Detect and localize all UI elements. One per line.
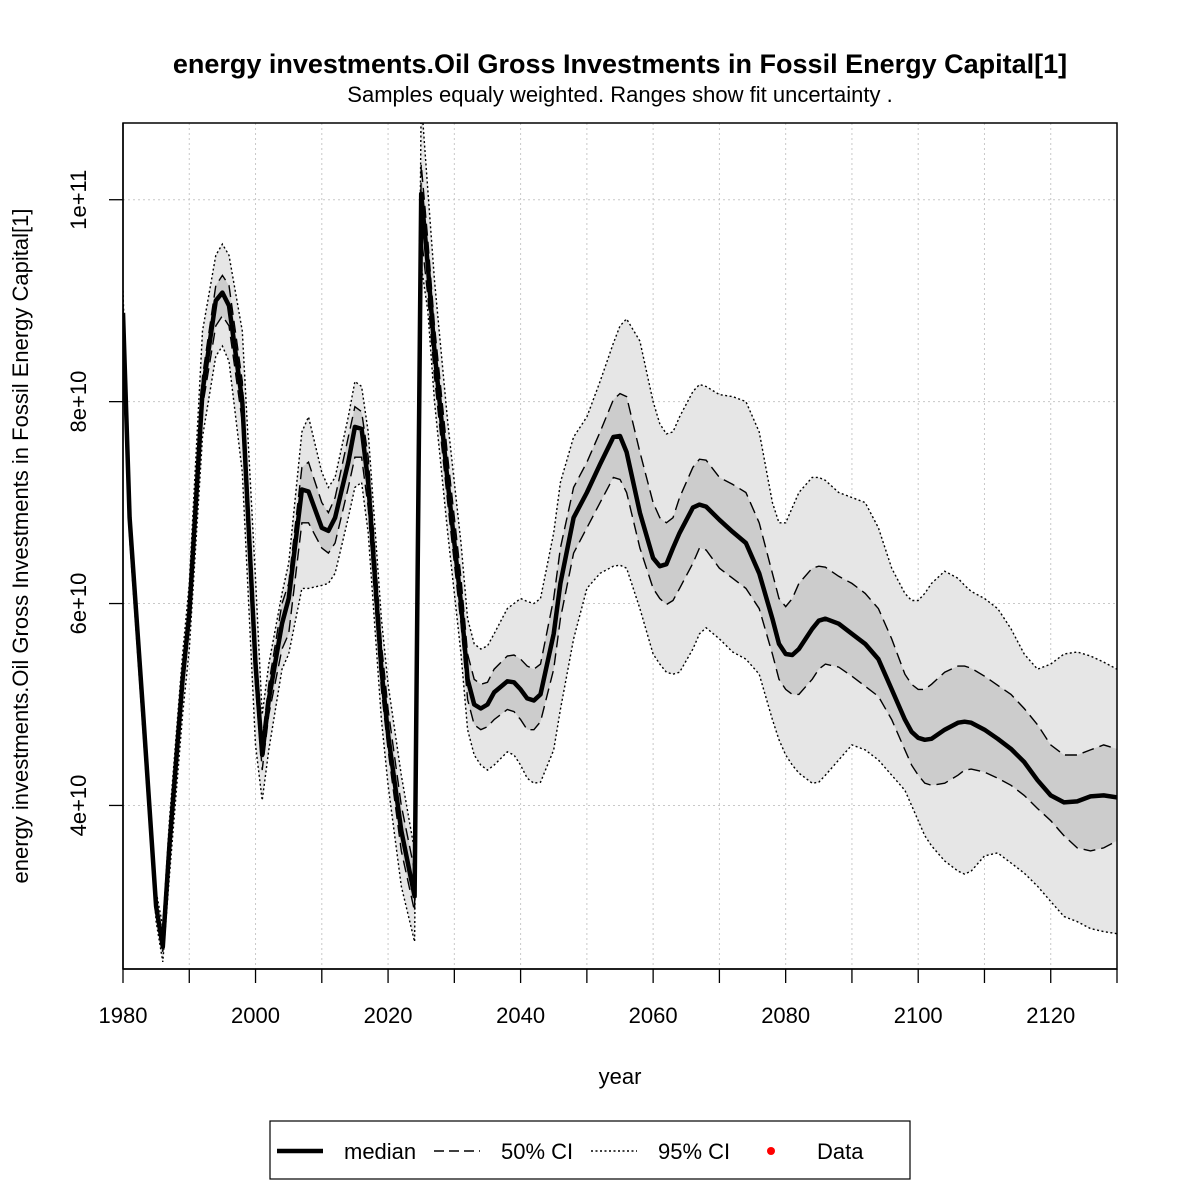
- y-tick-label: 1e+11: [66, 170, 91, 230]
- x-axis-label: year: [599, 1064, 642, 1089]
- y-axis-label: energy investments.Oil Gross Investments…: [8, 209, 33, 884]
- x-tick-label: 2000: [231, 1003, 280, 1028]
- median-line: [123, 191, 1117, 950]
- x-tick-label: 2020: [364, 1003, 413, 1028]
- ci95-band: [123, 123, 1117, 962]
- chart-title: energy investments.Oil Gross Investments…: [173, 49, 1067, 79]
- legend-ci95-label: 95% CI: [658, 1139, 730, 1164]
- chart-subtitle: Samples equaly weighted. Ranges show fit…: [347, 82, 892, 107]
- x-tick-label: 2120: [1026, 1003, 1075, 1028]
- ci50-upper-line: [123, 164, 1117, 939]
- x-axis: 1980 2000 2020 2040 2060 2080 2100 2120: [99, 968, 1118, 1028]
- y-tick-label: 4e+10: [66, 775, 91, 837]
- x-tick-label: 2100: [894, 1003, 943, 1028]
- ci50-lower-line: [123, 235, 1117, 952]
- ci95-upper-line: [123, 123, 1117, 927]
- y-tick-label: 6e+10: [66, 573, 91, 635]
- legend-median-label: median: [344, 1139, 416, 1164]
- x-tick-label: 2080: [761, 1003, 810, 1028]
- legend: median 50% CI 95% CI Data: [269, 1120, 911, 1180]
- y-tick-label: 8e+10: [66, 371, 91, 433]
- x-tick-label: 2040: [496, 1003, 545, 1028]
- legend-data-label: Data: [817, 1139, 864, 1164]
- x-tick-label: 1980: [99, 1003, 148, 1028]
- y-axis: 4e+10 6e+10 8e+10 1e+11: [66, 123, 124, 969]
- x-tick-label: 2060: [629, 1003, 678, 1028]
- legend-ci50-label: 50% CI: [501, 1139, 573, 1164]
- legend-data-key: [767, 1147, 775, 1155]
- legend-box: [269, 1120, 911, 1180]
- plot-area: [123, 123, 1117, 963]
